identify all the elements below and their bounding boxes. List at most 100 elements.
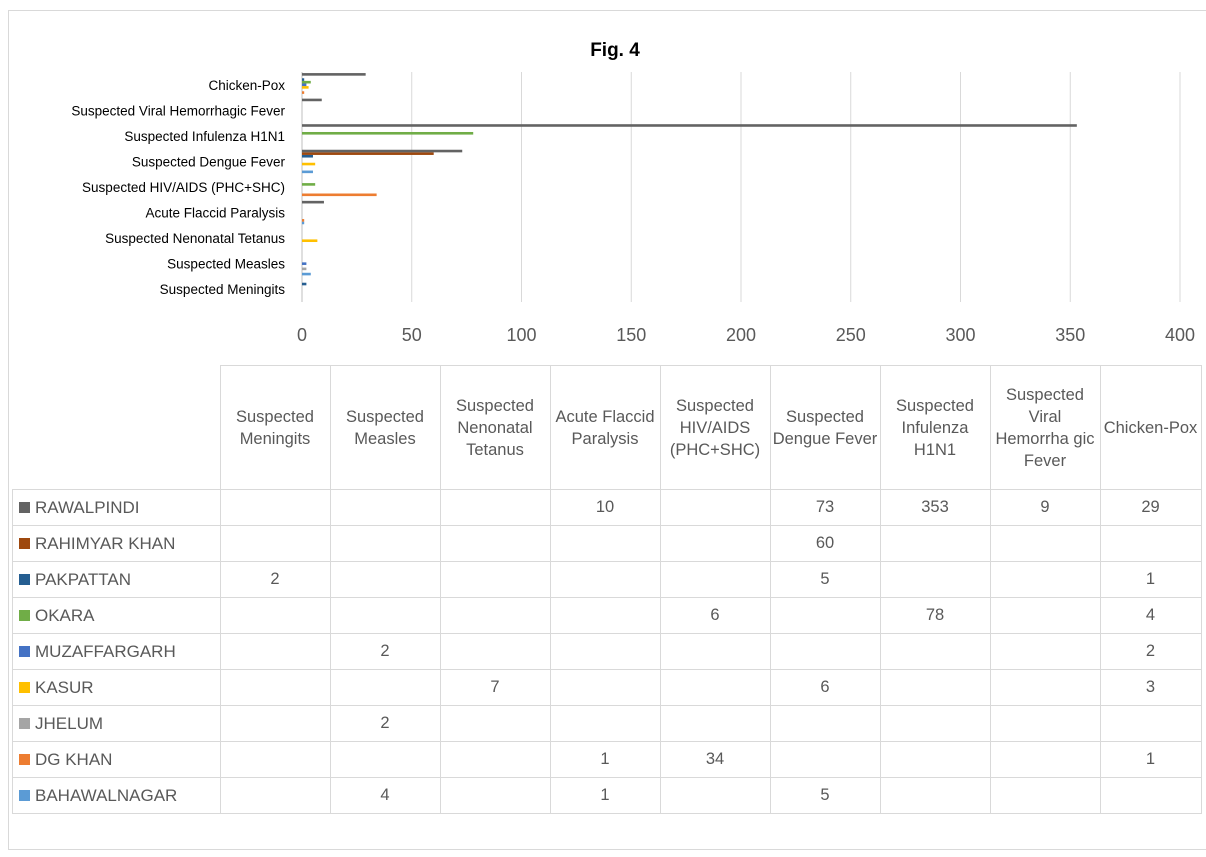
category-label: Suspected Dengue Fever (132, 154, 286, 169)
column-header: Suspected Viral Hemorrha gic Fever (989, 365, 1101, 490)
table-cell (879, 525, 991, 562)
bar (302, 124, 1077, 127)
table-row: KASUR 7 6 3 (12, 669, 1202, 706)
bar (302, 83, 307, 87)
x-tick-label: 350 (1055, 325, 1085, 345)
legend-swatch (19, 681, 30, 693)
x-tick-label: 200 (726, 325, 756, 345)
series-name: JHELUM (35, 713, 104, 733)
table-cell: 34 (659, 741, 771, 778)
bar (302, 162, 316, 166)
series-name: OKARA (35, 605, 95, 625)
category-label: Suspected Viral Hemorrhagic Fever (71, 103, 285, 118)
bar (302, 193, 377, 197)
legend-swatch (19, 501, 30, 513)
table-cell (219, 633, 331, 670)
table-cell (879, 561, 991, 598)
category-label: Acute Flaccid Paralysis (145, 206, 285, 221)
legend-swatch (19, 789, 30, 801)
table-cell (1099, 525, 1202, 562)
x-tick-label: 50 (402, 325, 422, 345)
series-name: BAHAWALNAGAR (35, 785, 178, 805)
table-cell (439, 561, 551, 598)
legend-swatch (19, 609, 30, 621)
x-tick-label: 300 (945, 325, 975, 345)
table-cell (659, 705, 771, 742)
bar (302, 262, 307, 265)
series-label: RAWALPINDI (12, 489, 221, 526)
table-cell (659, 669, 771, 706)
legend-swatch (19, 537, 30, 549)
table-cell (989, 741, 1101, 778)
bar (302, 78, 305, 81)
column-header: Suspected Dengue Fever (769, 365, 881, 490)
table-row: OKARA 6 78 4 (12, 597, 1202, 634)
table-cell (329, 597, 441, 634)
table-cell (989, 777, 1101, 814)
table-cell (329, 489, 441, 526)
category-label: Chicken-Pox (208, 78, 285, 93)
table-cell: 6 (659, 597, 771, 634)
series-name: RAHIMYAR KHAN (35, 533, 176, 553)
series-label: BAHAWALNAGAR (12, 777, 221, 814)
table-cell (659, 777, 771, 814)
category-label: Suspected Meningits (160, 282, 286, 297)
table-cell (989, 597, 1101, 634)
table-cell: 1 (549, 741, 661, 778)
table-cell (879, 741, 991, 778)
legend-swatch (19, 573, 30, 585)
series-name: KASUR (35, 677, 94, 697)
bar (302, 131, 474, 135)
series-label: PAKPATTAN (12, 561, 221, 598)
table-cell (879, 633, 991, 670)
x-tick-label: 400 (1165, 325, 1195, 345)
column-header: Chicken-Pox (1099, 365, 1202, 490)
table-cell (989, 525, 1101, 562)
table-cell: 60 (769, 525, 881, 562)
table-cell (659, 489, 771, 526)
table-cell (1099, 777, 1202, 814)
bar (302, 98, 322, 102)
table-cell (989, 561, 1101, 598)
table-cell (549, 561, 661, 598)
table-cell (659, 525, 771, 562)
table-cell (659, 561, 771, 598)
table-cell (989, 705, 1101, 742)
column-header: Acute Flaccid Paralysis (549, 365, 661, 490)
table-row: MUZAFFARGARH 2 2 (12, 633, 1202, 670)
table-cell (549, 705, 661, 742)
bar (302, 272, 311, 276)
table-row: RAHIMYAR KHAN 60 (12, 525, 1202, 562)
table-cell (219, 525, 331, 562)
table-cell (439, 777, 551, 814)
table-cell: 4 (329, 777, 441, 814)
table-cell: 7 (439, 669, 551, 706)
table-cell (659, 633, 771, 670)
series-name: PAKPATTAN (35, 569, 132, 589)
table-cell (989, 633, 1101, 670)
x-tick-label: 100 (506, 325, 536, 345)
table-cell (219, 489, 331, 526)
bar (302, 86, 309, 89)
bar (302, 239, 318, 243)
table-cell: 2 (329, 633, 441, 670)
table-cell (439, 597, 551, 634)
table-row: JHELUM 2 (12, 705, 1202, 742)
legend-swatch (19, 645, 30, 657)
table-row: RAWALPINDI 10 73 353 9 29 (12, 489, 1202, 526)
table-cell: 5 (769, 777, 881, 814)
series-label: MUZAFFARGARH (12, 633, 221, 670)
table-cell (329, 741, 441, 778)
table-cell (769, 597, 881, 634)
category-label: Suspected Measles (167, 257, 285, 272)
category-label: Suspected Nenonatal Tetanus (105, 231, 285, 246)
bar (302, 221, 305, 225)
series-name: DG KHAN (35, 749, 113, 769)
table-cell (329, 669, 441, 706)
bar (302, 73, 366, 76)
bar (302, 183, 316, 186)
bar (302, 154, 313, 158)
table-cell (879, 777, 991, 814)
table-cell: 4 (1099, 597, 1202, 634)
table-cell (879, 669, 991, 706)
